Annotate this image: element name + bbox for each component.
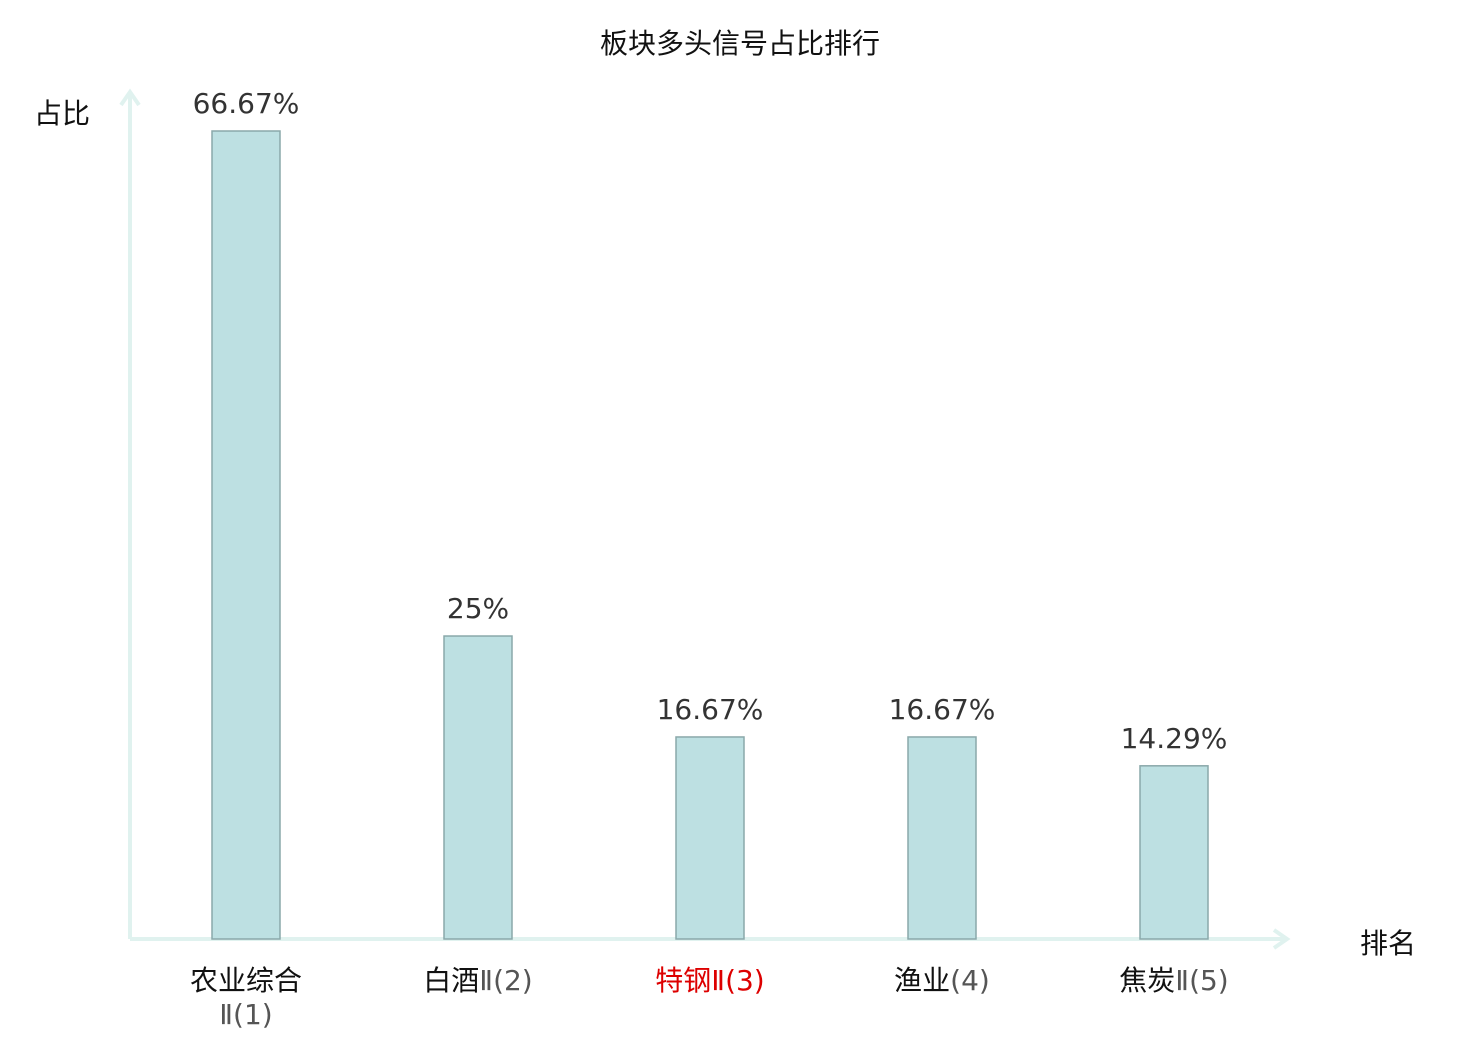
x-tick-label-3: 特钢Ⅱ(3) — [610, 964, 810, 998]
bar-2 — [443, 635, 513, 940]
value-label-5: 14.29% — [1121, 722, 1228, 755]
tick-label-name: 焦炭 — [1119, 964, 1176, 997]
x-axis-label: 排名 — [1360, 927, 1417, 960]
y-axis-label: 占比 — [34, 97, 91, 130]
tick-label-suffix: Ⅱ(3) — [711, 964, 765, 997]
value-label-1: 66.67% — [193, 87, 300, 120]
bar-5 — [1139, 765, 1209, 940]
bar-series — [211, 130, 1209, 940]
value-label-2: 25% — [447, 592, 509, 625]
y-axis-arrow — [119, 88, 141, 107]
tick-label-name: 白酒 — [423, 964, 480, 997]
x-tick-label-2: 白酒Ⅱ(2) — [378, 964, 578, 998]
value-label-4: 16.67% — [889, 693, 996, 726]
tick-label-suffix: Ⅱ(5) — [1175, 964, 1229, 997]
tick-label-name: 特钢 — [655, 964, 712, 997]
tick-label-suffix: Ⅱ(2) — [479, 964, 533, 997]
value-labels: 66.67% 25% 16.67% 16.67% 14.29% — [193, 87, 1228, 755]
x-tick-label-1: 农业综合 Ⅱ(1) — [146, 964, 346, 1032]
chart-title: 板块多头信号占比排行 — [599, 27, 880, 60]
bar-4 — [907, 736, 977, 940]
bar-3 — [675, 736, 745, 940]
x-tick-label-5: 焦炭Ⅱ(5) — [1074, 964, 1274, 998]
tick-label-name: 农业综合 — [189, 964, 302, 997]
tick-label-name: 渔业 — [894, 964, 951, 997]
tick-label-suffix: (4) — [950, 964, 990, 997]
x-axis-arrow — [1272, 928, 1291, 950]
x-tick-label-4: 渔业(4) — [842, 964, 1042, 998]
value-label-3: 16.67% — [657, 693, 764, 726]
tick-label-suffix: Ⅱ(1) — [219, 998, 273, 1031]
bar-1 — [211, 130, 281, 940]
